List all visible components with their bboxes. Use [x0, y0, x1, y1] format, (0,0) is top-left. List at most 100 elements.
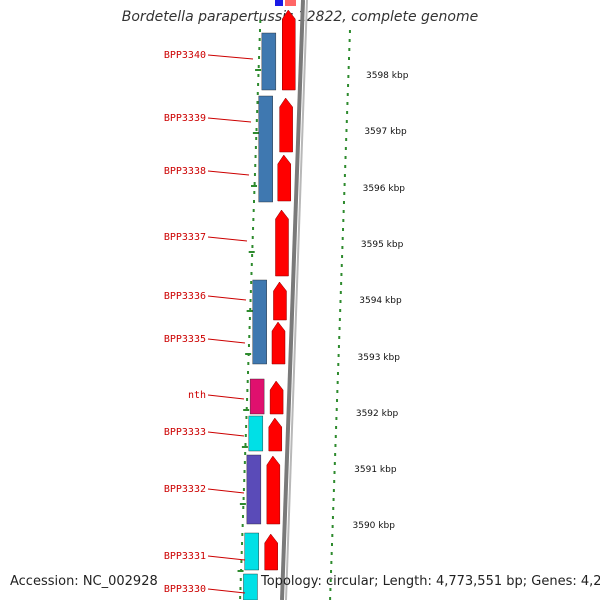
gc-dot-right: [348, 39, 351, 42]
gene-label: BPP3339: [164, 113, 206, 124]
gc-dot-left: [256, 101, 259, 104]
gc-dot-left: [249, 299, 252, 302]
gc-dot-right: [332, 498, 335, 501]
gc-dot-left: [257, 65, 260, 68]
forward-cds-arrow: [275, 209, 289, 277]
gc-dot-right: [341, 246, 344, 249]
gc-dot-right: [342, 201, 345, 204]
gc-dot-left: [243, 461, 246, 464]
gc-dot-left: [248, 317, 251, 320]
gc-dot-right: [339, 291, 342, 294]
kbp-label: 3590 kbp: [353, 521, 396, 531]
kbp-label: 3591 kbp: [354, 465, 397, 475]
gc-dot-right: [329, 597, 332, 600]
kbp-label: 3592 kbp: [356, 409, 399, 419]
gc-dot-left: [253, 191, 256, 194]
gc-dot-right: [330, 543, 333, 546]
gc-dot-left: [258, 47, 261, 50]
gc-dot-left: [258, 29, 261, 32]
gc-tick: [248, 251, 255, 253]
gc-dot-left: [239, 596, 242, 599]
forward-cds-arrow: [268, 417, 283, 452]
gc-dot-right: [346, 102, 349, 105]
gene-leader-line: [207, 431, 245, 437]
gc-dot-right: [333, 471, 336, 474]
gc-dot-right: [344, 165, 347, 168]
gc-dot-left: [241, 524, 244, 527]
gc-tick: [246, 310, 253, 312]
backbone-line: [280, 0, 305, 600]
gene-leader-line: [207, 295, 247, 301]
reverse-cds-block: [246, 454, 262, 525]
forward-cds-arrow: [269, 380, 284, 415]
gc-dot-right: [343, 174, 346, 177]
gc-dot-left: [251, 236, 254, 239]
gc-dot-left: [246, 380, 249, 383]
gc-dot-left: [255, 128, 258, 131]
gc-dot-right: [336, 372, 339, 375]
gc-dot-right: [341, 237, 344, 240]
forward-cds-arrow: [266, 455, 281, 525]
gc-dot-left: [240, 560, 243, 563]
forward-cds-arrow: [282, 9, 296, 91]
gc-dot-right: [342, 228, 345, 231]
gc-dot-right: [332, 489, 335, 492]
gc-dot-right: [337, 363, 340, 366]
gc-dot-right: [343, 183, 346, 186]
gc-dot-right: [337, 345, 340, 348]
gene-leader-line: [207, 236, 248, 242]
gc-dot-left: [250, 272, 253, 275]
gc-dot-left: [253, 173, 256, 176]
gc-dot-left: [255, 137, 258, 140]
gc-dot-right: [339, 300, 342, 303]
gc-dot-left: [259, 20, 262, 23]
gc-dot-right: [333, 480, 336, 483]
gc-dot-right: [333, 462, 336, 465]
gc-dot-left: [249, 308, 252, 311]
gene-label: nth: [188, 390, 206, 401]
gene-leader-line: [207, 170, 250, 176]
gc-dot-right: [334, 444, 337, 447]
gc-dot-left: [248, 335, 251, 338]
gc-dot-right: [345, 120, 348, 123]
gc-dot-left: [258, 38, 261, 41]
gc-dot-right: [332, 507, 335, 510]
gc-dot-right: [344, 147, 347, 150]
gc-dot-right: [347, 84, 350, 87]
gene-leader-line: [207, 588, 246, 594]
gene-label: BPP3333: [164, 427, 206, 438]
gc-dot-left: [252, 209, 255, 212]
gc-dot-left: [242, 497, 245, 500]
gc-tick: [243, 409, 250, 411]
gc-dot-left: [254, 146, 257, 149]
forward-cds-arrow: [273, 281, 287, 321]
gene-label: BPP3340: [164, 50, 206, 61]
gc-dot-right: [334, 435, 337, 438]
kbp-label: 3593 kbp: [358, 353, 401, 363]
gc-dot-left: [241, 542, 244, 545]
forward-cds-arrow: [264, 533, 278, 571]
gc-dot-right: [329, 588, 332, 591]
gene-label: BPP3337: [164, 232, 206, 243]
reverse-cds-block: [258, 95, 273, 203]
accession-text: Accession: NC_002928: [10, 574, 158, 589]
gc-dot-right: [340, 264, 343, 267]
gc-dot-left: [254, 155, 257, 158]
gc-dot-right: [342, 219, 345, 222]
gc-dot-right: [330, 570, 333, 573]
gc-dot-right: [348, 57, 351, 60]
gc-dot-left: [251, 254, 254, 257]
gc-dot-left: [245, 407, 248, 410]
gc-tick: [241, 446, 248, 448]
gc-dot-left: [248, 326, 251, 329]
gc-dot-left: [244, 443, 247, 446]
gc-dot-left: [249, 290, 252, 293]
gene-label: BPP3338: [164, 166, 206, 177]
gc-dot-right: [341, 255, 344, 258]
gc-dot-left: [244, 452, 247, 455]
gene-leader-line: [207, 117, 252, 123]
gc-dot-right: [335, 408, 338, 411]
gc-dot-right: [335, 426, 338, 429]
gc-dot-left: [245, 425, 248, 428]
reverse-cds-block: [252, 279, 267, 365]
